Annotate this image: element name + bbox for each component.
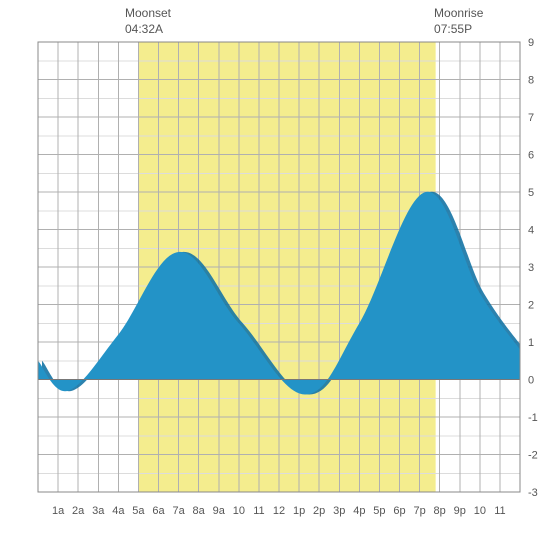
svg-text:2a: 2a [72, 505, 85, 517]
svg-text:6p: 6p [393, 505, 405, 517]
moonrise-time: 07:55P [434, 22, 483, 38]
svg-text:-1: -1 [528, 412, 538, 424]
svg-text:1: 1 [528, 337, 534, 349]
svg-text:9: 9 [528, 37, 534, 49]
moonset-time: 04:32A [125, 22, 171, 38]
moonrise-title: Moonrise [434, 6, 483, 22]
svg-text:10: 10 [474, 505, 486, 517]
svg-text:7a: 7a [172, 505, 185, 517]
moonrise-label: Moonrise 07:55P [434, 6, 483, 37]
svg-text:8p: 8p [434, 505, 446, 517]
svg-text:3p: 3p [333, 505, 345, 517]
chart-svg: -3-2-101234567891a2a3a4a5a6a7a8a9a101112… [0, 0, 550, 550]
svg-text:6: 6 [528, 150, 534, 162]
svg-text:-2: -2 [528, 450, 538, 462]
svg-text:7p: 7p [413, 505, 425, 517]
moonset-title: Moonset [125, 6, 171, 22]
svg-text:11: 11 [494, 505, 505, 517]
svg-text:8a: 8a [193, 505, 206, 517]
svg-text:3: 3 [528, 262, 534, 274]
svg-text:3a: 3a [92, 505, 105, 517]
svg-text:4p: 4p [353, 505, 365, 517]
svg-text:-3: -3 [528, 487, 538, 499]
svg-text:5p: 5p [373, 505, 385, 517]
svg-text:9a: 9a [213, 505, 226, 517]
svg-text:12: 12 [273, 505, 285, 517]
svg-text:5a: 5a [132, 505, 145, 517]
svg-text:2p: 2p [313, 505, 325, 517]
svg-text:4a: 4a [112, 505, 125, 517]
svg-text:2: 2 [528, 300, 534, 312]
svg-text:9p: 9p [454, 505, 466, 517]
svg-text:1p: 1p [293, 505, 305, 517]
tide-chart: Moonset 04:32A Moonrise 07:55P -3-2-1012… [0, 0, 550, 550]
svg-text:1a: 1a [52, 505, 65, 517]
svg-text:8: 8 [528, 75, 534, 87]
moonset-label: Moonset 04:32A [125, 6, 171, 37]
svg-text:11: 11 [253, 505, 264, 517]
svg-text:4: 4 [528, 225, 534, 237]
svg-text:0: 0 [528, 375, 534, 387]
svg-text:10: 10 [233, 505, 245, 517]
svg-text:5: 5 [528, 187, 534, 199]
svg-text:7: 7 [528, 112, 534, 124]
svg-text:6a: 6a [152, 505, 165, 517]
